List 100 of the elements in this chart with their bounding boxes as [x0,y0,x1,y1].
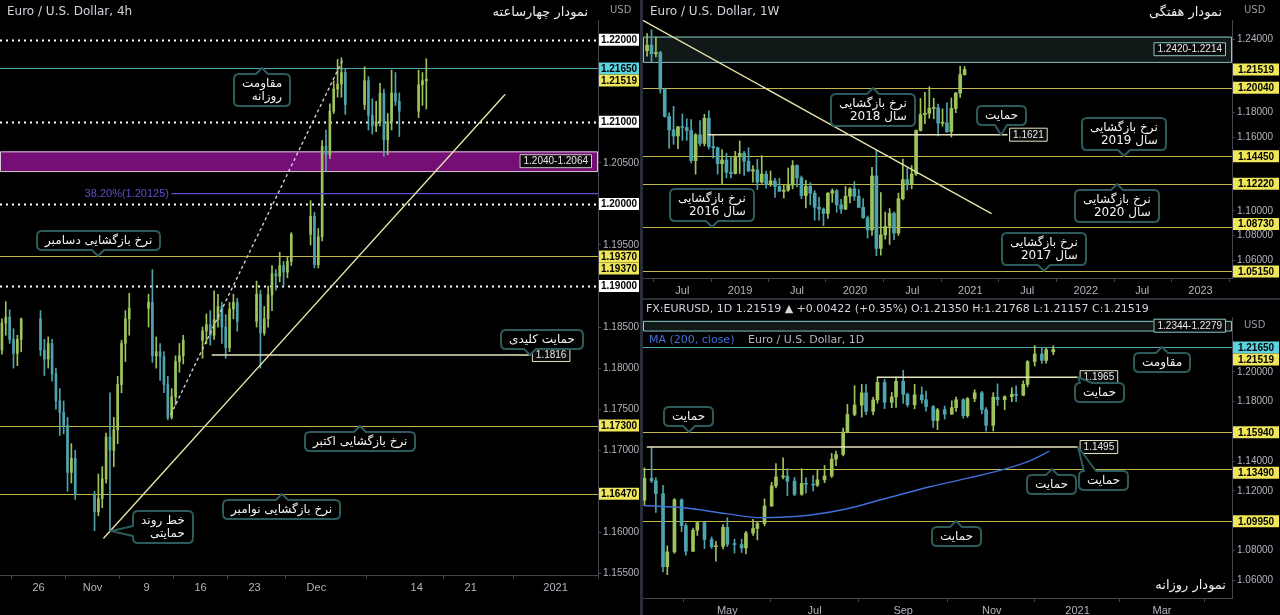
text: 1.19370 [600,262,638,274]
x-tick-label: Jul [905,283,920,296]
band-label: 1.2420-1.2214 [1157,43,1223,55]
text: Euro / U.S. Dollar, 1D [748,333,865,346]
y-tick-label: 1.16000 [603,526,640,538]
y-tick-label: 1.18000 [603,361,640,373]
y-tick-label: 1.08000 [1237,229,1274,241]
y-tick-label: 1.18000 [1237,106,1274,118]
candlestick [720,149,724,185]
x-tick-label: Jul [789,283,805,296]
annotation: حمایت [939,528,975,545]
x-tick-label: Mar [1152,603,1172,615]
candlestick [232,293,235,320]
y-tick-label: 1.06000 [1237,253,1274,265]
annotation: حمایت [984,107,1020,124]
candlestick [201,326,204,359]
candlestick [147,293,150,328]
x-tick-label: 26 [32,580,45,593]
candlestick [804,477,808,494]
x-tick-label: Dec [306,580,327,593]
x-tick-label: Sep [893,603,913,615]
candlestick [39,310,42,357]
candlestick [645,33,649,57]
candlestick [93,490,96,531]
y-tick-label: 1.06000 [1237,573,1274,585]
candlestick [367,76,370,131]
ref-line-label: 1.14450 [1237,150,1275,162]
candlestick [424,58,428,110]
text: 1.21519 [1237,63,1275,75]
annotation: حمایت کلیدی [508,331,576,348]
data-label: 1.1621 [1013,128,1045,140]
annotation: مقاومت [1141,354,1184,371]
ref-line-label: 1.08730 [1237,218,1275,230]
y-tick-label: 1.18500 [603,320,640,332]
x-tick-label: 2023 [1188,283,1213,296]
ref-line-label: 1.09950 [1237,515,1275,527]
ref-line-label: 1.15940 [1237,426,1275,438]
candlestick [654,36,658,58]
x-tick-label: 16 [194,580,207,593]
ref-line-label: 1.16470 [600,487,638,499]
candlestick [282,261,285,287]
candlestick [228,302,231,353]
candlestick [259,289,262,369]
x-tick-label: Nov [82,580,103,593]
x-tick-label: 2022 [1073,283,1099,296]
data-label: 1.1965 [1083,371,1115,383]
annotation: نرخ بازگشایی سال 2020 [1082,191,1152,221]
candlestick [729,156,733,179]
band-label: 1.2344-1.2279 [1157,319,1223,331]
candlestick [1014,385,1018,403]
candlestick [363,66,366,110]
chart-subtitle: نمودار چهارساعته [492,4,588,19]
y-tick-label: 1.17500 [603,402,640,414]
chart-subtitle: نمودار هفتگی [1148,4,1222,19]
candlestick [931,98,936,120]
ref-line-label: 1.21650 [1237,341,1275,353]
annotation: نرخ بازگشایی نوامبر [229,501,334,518]
candlestick [1010,387,1014,403]
candlestick [417,69,420,119]
annotation: مقاومت روزانه [241,75,284,106]
data-label: 1.1816 [535,349,567,361]
chart-title: Euro / U.S. Dollar, 1W [650,4,780,18]
candlestick [751,165,755,183]
annotation: حمایت [1082,384,1118,401]
ref-line-label: 1.21000 [600,116,638,128]
annotation: نرخ بازگشایی اکتبر [311,433,409,451]
x-tick-label: May [716,603,739,615]
annotation: حمایت [1086,472,1122,489]
y-tick-label: 1.10000 [1237,204,1274,216]
x-tick-label: Jul [807,603,822,615]
y-axis-title: USD [1244,4,1266,16]
y-tick-label: 1.18000 [1237,395,1274,407]
y-tick-label: 1.19500 [603,238,640,250]
y-tick-label: 1.15500 [603,567,640,579]
text: MA (200, close) [649,333,735,346]
annotation: حمایت [671,408,707,425]
y-tick-label: 1.17000 [603,443,640,455]
ref-line-label: 1.21650 [600,62,638,74]
band-label: 1.2040-1.2064 [523,155,589,167]
ref-line-label: 1.17300 [600,419,638,431]
candlestick [309,200,312,246]
text: 1.21519 [1237,353,1275,365]
annotation: نرخ بازگشایی دسامبر [43,232,154,249]
x-tick-label: 2021 [1065,603,1090,615]
annotation: نمودار روزانه [1155,577,1226,592]
ref-line-label: 1.22000 [600,33,638,45]
y-tick-label: 1.20500 [603,156,640,168]
ref-line-label: 1.12220 [1237,177,1275,189]
candlestick [255,280,258,328]
data-label: 38.20%(1.20125) [84,187,170,200]
text: 1.21519 [600,74,638,86]
data-label: 1.1495 [1083,441,1115,453]
ref-line-label: 1.19000 [600,280,638,292]
y-axis-title: USD [610,4,632,16]
candlestick [340,57,343,98]
annotation: نرخ بازگشایی سال 2016 [677,190,747,220]
y-axis-title: USD [1244,319,1266,331]
candlestick [151,269,154,363]
candlestick [313,211,316,269]
x-tick-label: Jul [1020,283,1035,296]
